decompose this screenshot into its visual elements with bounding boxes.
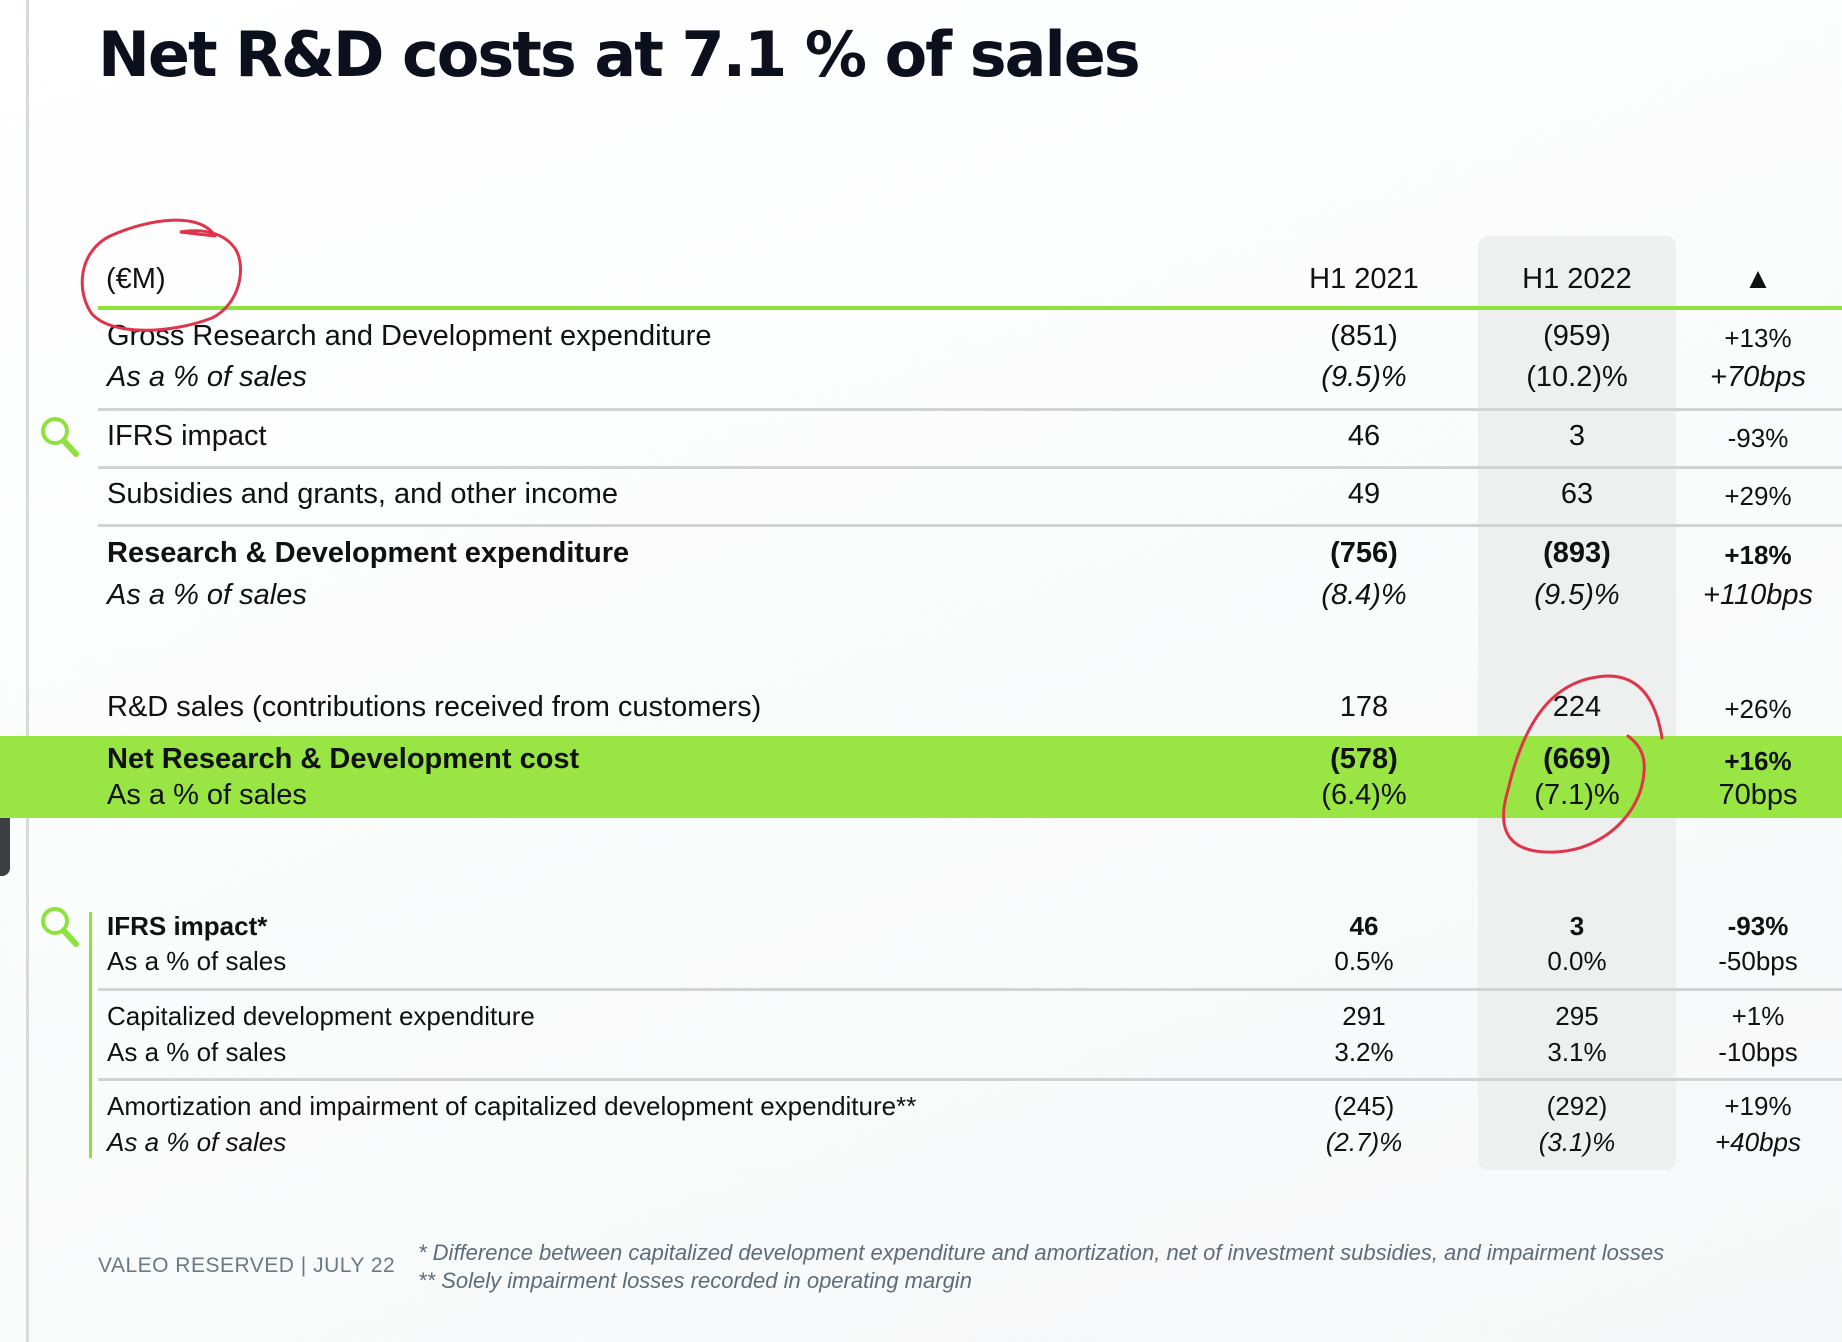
row-rd-pct-change: +110bps — [1703, 579, 1813, 611]
row-amort-pct-h1-2022: (3.1)% — [1538, 1127, 1616, 1157]
row-rd-h1-2022: (893) — [1543, 537, 1611, 569]
row-net-h1-2022: (669) — [1543, 743, 1611, 775]
row-net-label: Net Research & Development cost — [107, 743, 580, 775]
footnote-2: ** Solely impairment losses recorded in … — [418, 1268, 972, 1293]
row-net-pct-change: 70bps — [1718, 779, 1798, 811]
row-cap-pct-change: -10bps — [1718, 1037, 1798, 1067]
row-divider — [98, 408, 1842, 411]
row-rdsales-h1-2022: 224 — [1552, 691, 1602, 723]
col-header-change: ▲ — [1743, 263, 1773, 295]
row-ifrs-label: IFRS impact — [107, 420, 267, 452]
ifrs-detail-bracket — [89, 912, 92, 1158]
row-cap-pct-h1-2021: 3.2% — [1334, 1037, 1394, 1067]
row-rd-change: +18% — [1724, 540, 1792, 570]
col-header-h1-2022: H1 2022 — [1522, 263, 1632, 295]
left-border-rule — [26, 0, 29, 1342]
row-amort-change: +19% — [1724, 1091, 1792, 1121]
row-rd-pct-label: As a % of sales — [107, 579, 307, 611]
row-amort-h1-2022: (292) — [1546, 1091, 1608, 1121]
col-header-h1-2021: H1 2021 — [1309, 263, 1419, 295]
row-rd-pct-h1-2021: (8.4)% — [1321, 579, 1407, 611]
row-rdsales-h1-2021: 178 — [1339, 691, 1389, 723]
footer-confidentiality: VALEO RESERVED | JULY 22 — [98, 1254, 396, 1277]
unit-label: (€M) — [106, 263, 166, 295]
row-ifrs2-h1-2021: 46 — [1349, 911, 1379, 941]
row-gross-change: +13% — [1724, 323, 1792, 353]
row-divider — [98, 1078, 1842, 1081]
row-rdsales-change: +26% — [1724, 694, 1792, 724]
row-net-pct-label: As a % of sales — [107, 779, 307, 811]
row-gross-pct-h1-2022: (10.2)% — [1526, 361, 1628, 393]
row-ifrs2-h1-2022: 3 — [1569, 911, 1585, 941]
row-ifrs2-pct-change: -50bps — [1718, 946, 1798, 976]
header-underline — [98, 306, 1842, 310]
row-cap-pct-label: As a % of sales — [107, 1037, 287, 1067]
row-gross-h1-2021: (851) — [1330, 320, 1398, 352]
row-cap-h1-2022: 295 — [1555, 1001, 1599, 1031]
row-net-change: +16% — [1724, 746, 1792, 776]
row-gross-h1-2022: (959) — [1543, 320, 1611, 352]
row-rd-label: Research & Development expenditure — [107, 537, 630, 569]
row-divider — [98, 988, 1842, 991]
magnifier-icon[interactable] — [38, 414, 82, 460]
magnifier-icon[interactable] — [38, 904, 82, 950]
row-divider — [98, 466, 1842, 469]
row-subsidies-label: Subsidies and grants, and other income — [107, 478, 619, 510]
row-subsidies-h1-2022: 63 — [1560, 478, 1594, 510]
row-ifrs2-change: -93% — [1727, 911, 1789, 941]
slide-title: Net R&D costs at 7.1 % of sales — [98, 18, 1141, 91]
row-ifrs-h1-2022: 3 — [1568, 420, 1586, 452]
row-rd-h1-2021: (756) — [1330, 537, 1398, 569]
row-cap-pct-h1-2022: 3.1% — [1547, 1037, 1607, 1067]
row-rd-pct-h1-2022: (9.5)% — [1534, 579, 1620, 611]
row-ifrs2-pct-label: As a % of sales — [107, 946, 287, 976]
row-amort-h1-2021: (245) — [1333, 1091, 1395, 1121]
row-ifrs2-label: IFRS impact* — [107, 911, 268, 941]
row-subsidies-change: +29% — [1724, 481, 1792, 511]
row-ifrs-h1-2021: 46 — [1347, 420, 1381, 452]
row-net-pct-h1-2022: (7.1)% — [1534, 779, 1620, 811]
footnote-1: * Difference between capitalized develop… — [418, 1240, 1665, 1265]
row-ifrs-change: -93% — [1727, 423, 1789, 453]
row-gross-pct-label: As a % of sales — [107, 361, 307, 393]
row-amort-pct-h1-2021: (2.7)% — [1325, 1127, 1403, 1157]
row-net-h1-2021: (578) — [1330, 743, 1398, 775]
row-cap-change: +1% — [1731, 1001, 1785, 1031]
row-gross-pct-h1-2021: (9.5)% — [1321, 361, 1407, 393]
row-rdsales-label: R&D sales (contributions received from c… — [107, 691, 762, 723]
row-gross-label: Gross Research and Development expenditu… — [107, 320, 712, 352]
row-divider — [98, 524, 1842, 527]
row-net-pct-h1-2021: (6.4)% — [1321, 779, 1407, 811]
row-amort-label: Amortization and impairment of capitaliz… — [107, 1091, 917, 1121]
row-cap-label: Capitalized development expenditure — [107, 1001, 535, 1031]
row-subsidies-h1-2021: 49 — [1347, 478, 1381, 510]
row-amort-pct-change: +40bps — [1714, 1127, 1802, 1157]
row-gross-pct-change: +70bps — [1710, 361, 1806, 393]
row-ifrs2-pct-h1-2022: 0.0% — [1547, 946, 1607, 976]
row-amort-pct-label: As a % of sales — [107, 1127, 287, 1157]
row-cap-h1-2021: 291 — [1342, 1001, 1386, 1031]
row-ifrs2-pct-h1-2021: 0.5% — [1334, 946, 1394, 976]
